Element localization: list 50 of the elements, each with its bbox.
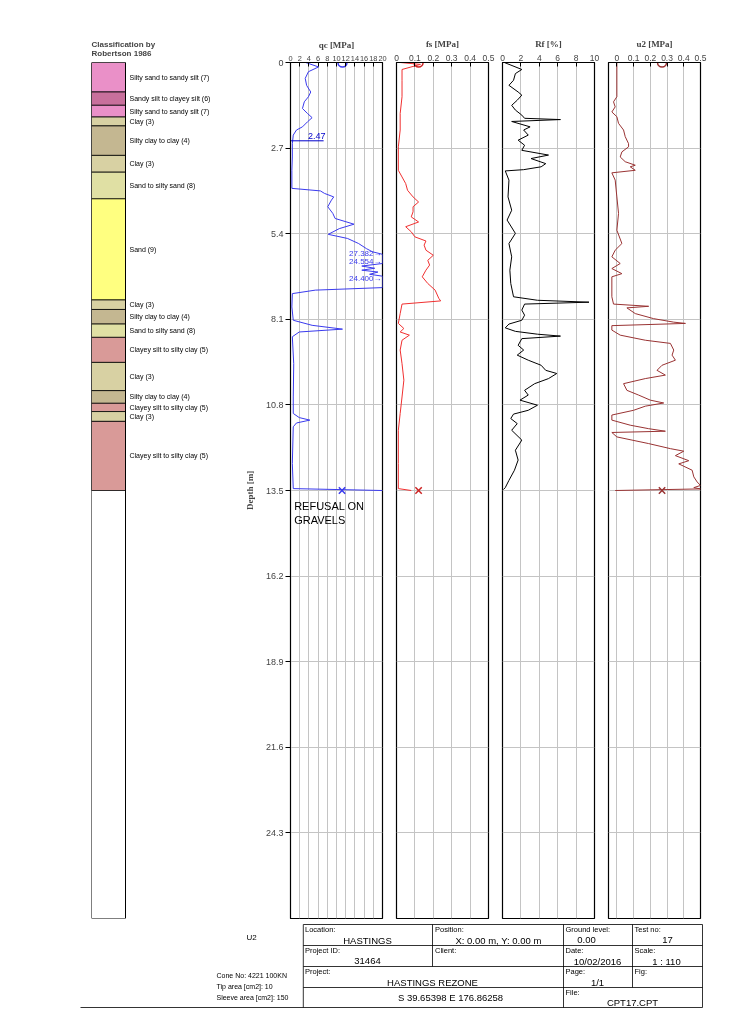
- ref-line-label: 2.47: [307, 130, 326, 141]
- text: 0.00: [577, 934, 596, 945]
- y-tick-label: 10.8: [265, 399, 284, 410]
- text: HASTINGS: [343, 934, 392, 946]
- x-tick-label: 0.1: [408, 52, 422, 63]
- x-axis-title: Rf [%]: [535, 38, 562, 49]
- y-tick-label: 18.9: [265, 656, 284, 667]
- x-tick-label: 0.5: [694, 52, 707, 63]
- x-axis-title: qc [MPa]: [318, 39, 355, 50]
- annotation: 24.400→: [349, 273, 382, 283]
- annotation: REFUSAL ON GRAVELS: [294, 499, 365, 526]
- x-tick-label: 0: [500, 52, 506, 63]
- x-tick-label: 0.4: [464, 52, 477, 63]
- x-tick-label: 0.3: [445, 52, 458, 63]
- text: 1 : 110: [652, 955, 681, 967]
- text: 1/1: [590, 976, 605, 988]
- y-tick-label: 8.1: [270, 314, 284, 325]
- x-tick-label: 0.3: [661, 52, 674, 63]
- x-tick-label: 0.2: [644, 52, 657, 63]
- text: S 39.65398 E 176.86258: [397, 992, 504, 1003]
- x-tick-label: 0.5: [482, 52, 495, 63]
- text: U2: [246, 933, 258, 942]
- x-tick-label: 0.4: [677, 52, 690, 63]
- text: X: 0.00 m, Y: 0.00 m: [455, 934, 542, 946]
- y-tick-label: 16.2: [265, 571, 284, 582]
- x-tick-label: 0.2: [427, 52, 440, 63]
- x-tick-label: 6: [555, 52, 561, 63]
- y-tick-label: 24.3: [265, 827, 284, 838]
- y-tick-label: 21.6: [265, 742, 284, 753]
- x-tick-label: 2: [518, 52, 524, 63]
- text: 17: [662, 934, 673, 945]
- x-tick-label: 8: [573, 52, 579, 63]
- chart-title: Classification by Robertson 1986: [91, 39, 156, 58]
- x-axis-title: u2 [MPa]: [636, 38, 673, 49]
- text: 10/02/2016: [573, 955, 622, 967]
- text: 31464: [354, 955, 381, 966]
- x-tick-label: 0: [614, 52, 620, 63]
- x-tick-label: 4: [536, 52, 542, 63]
- line-series: [291, 62, 383, 491]
- x-tick-label: 0: [394, 52, 400, 63]
- text: CPT17.CPT: [606, 996, 659, 1008]
- y-axis-title: Depth [m]: [244, 470, 255, 511]
- x-tick-label: 10: [589, 52, 600, 63]
- x-tick-label: 0.1: [627, 52, 640, 63]
- y-tick-label: 5.4: [270, 228, 284, 239]
- y-tick-label: 2.7: [270, 143, 284, 154]
- text: HASTINGS REZONE: [387, 976, 478, 988]
- annotation: 24.554→: [349, 256, 382, 266]
- y-tick-label: 13.5: [265, 485, 284, 496]
- x-axis-title: fs [MPa]: [425, 38, 460, 49]
